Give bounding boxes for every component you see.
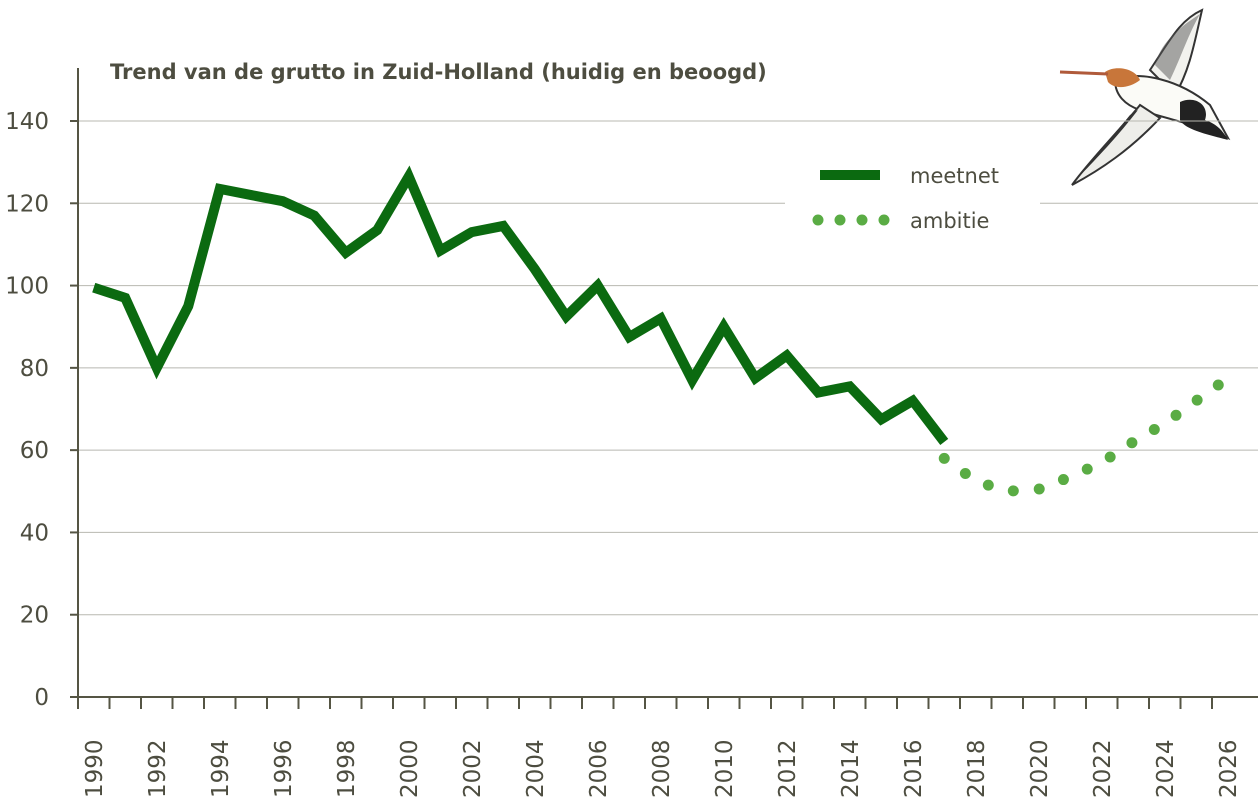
x-tick-label: 2024 xyxy=(1153,739,1179,798)
x-tick-label: 2018 xyxy=(964,739,990,798)
y-tick-label: 60 xyxy=(20,438,49,464)
y-tick-label: 140 xyxy=(5,109,49,135)
chart-title: Trend van de grutto in Zuid-Holland (hui… xyxy=(110,60,767,84)
x-tick-label: 1996 xyxy=(271,739,297,798)
x-tick-label: 2002 xyxy=(460,739,486,798)
x-tick-label: 2026 xyxy=(1216,739,1242,798)
legend: meetnet ambitie xyxy=(785,150,1040,245)
x-tick-label: 2022 xyxy=(1090,739,1116,798)
series-line xyxy=(944,378,1228,491)
x-tick-label: 1992 xyxy=(145,739,171,798)
y-tick-label: 40 xyxy=(20,520,49,546)
x-tick-label: 2006 xyxy=(586,739,612,798)
page: {"chart_data": { "type": "line", "title"… xyxy=(0,0,1258,800)
y-tick-label: 80 xyxy=(20,356,49,382)
x-tick-label: 1990 xyxy=(82,739,108,798)
x-tick-label: 2004 xyxy=(523,739,549,798)
chart: Trend van de grutto in Zuid-Holland (hui… xyxy=(0,0,1258,800)
bird-illustration xyxy=(1060,10,1228,185)
x-tick-label: 2000 xyxy=(397,739,423,798)
legend-label: meetnet xyxy=(910,164,999,188)
y-tick-label: 120 xyxy=(5,191,49,217)
legend-label: ambitie xyxy=(910,209,989,233)
x-tick-label: 2016 xyxy=(901,739,927,798)
x-tick-label: 1998 xyxy=(334,739,360,798)
x-tick-label: 2014 xyxy=(838,739,864,798)
y-tick-label: 20 xyxy=(20,603,49,629)
x-tick-label: 2020 xyxy=(1027,739,1053,798)
x-tick-label: 2012 xyxy=(775,739,801,798)
x-tick-label: 2008 xyxy=(649,739,675,798)
y-tick-label: 100 xyxy=(5,274,49,300)
x-tick-label: 1994 xyxy=(208,739,234,798)
y-tick-label: 0 xyxy=(34,685,49,711)
x-tick-label: 2010 xyxy=(712,739,738,798)
